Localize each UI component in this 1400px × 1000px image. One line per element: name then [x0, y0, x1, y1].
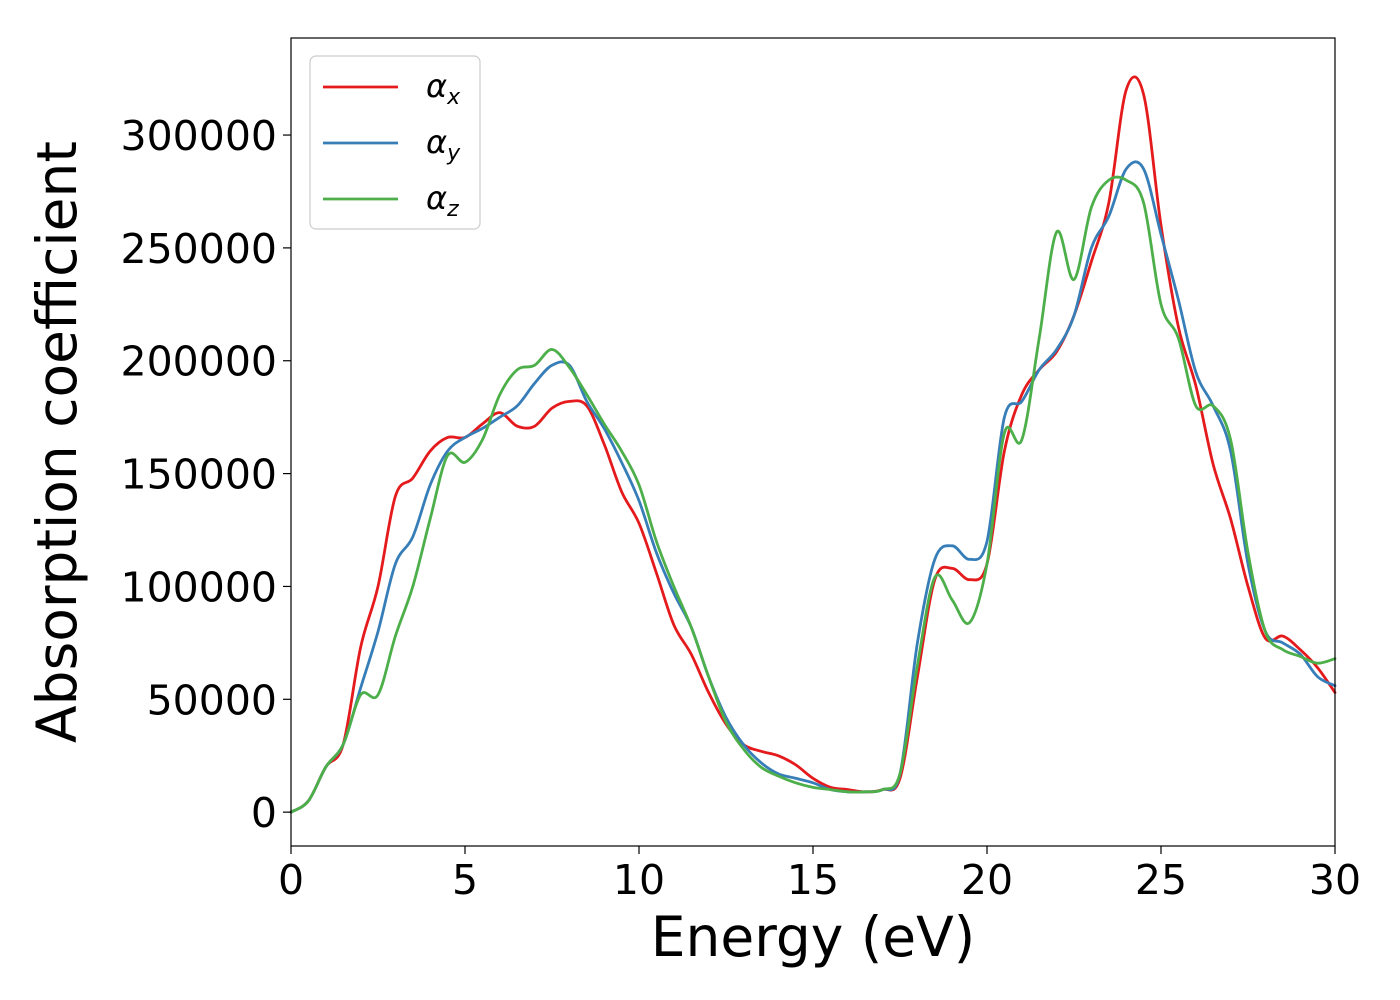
series-lines	[289, 75, 1337, 814]
x-tick-label: 10	[613, 856, 665, 904]
x-tick-label: 20	[961, 856, 1013, 904]
y-tick-label: 0	[251, 789, 277, 837]
y-tick-label: 150000	[120, 451, 277, 499]
x-tick-label: 5	[452, 856, 478, 904]
series-line-z	[289, 175, 1337, 814]
x-tick-label: 30	[1309, 856, 1361, 904]
legend: αx αy αz	[309, 55, 481, 230]
y-tick-label: 50000	[147, 676, 277, 724]
y-axis-label: Absorption coefficient	[25, 141, 89, 743]
y-tick-label: 100000	[120, 563, 277, 611]
x-tick-label: 25	[1135, 856, 1187, 904]
x-tick-label: 0	[278, 856, 304, 904]
x-axis-ticks: 0 5 10 15 20 25 30	[278, 846, 1361, 904]
legend-label-x: αx	[426, 67, 461, 110]
y-axis-ticks: 0 50000 100000 150000 200000 250000 300000	[120, 112, 291, 837]
y-tick-label: 200000	[120, 338, 277, 386]
legend-label-z: αz	[426, 179, 459, 222]
legend-label-y: αy	[426, 123, 461, 166]
y-tick-label: 250000	[120, 225, 277, 273]
x-axis-label: Energy (eV)	[651, 905, 975, 969]
y-tick-label: 300000	[120, 112, 277, 160]
x-tick-label: 15	[787, 856, 839, 904]
